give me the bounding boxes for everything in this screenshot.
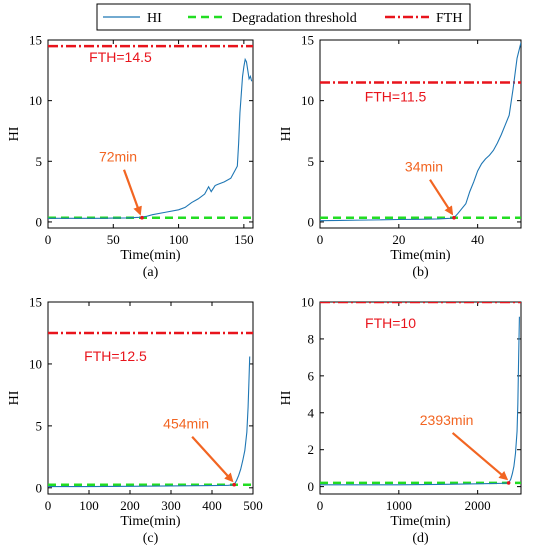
plot-area	[320, 42, 521, 222]
x-tick-label: 0	[45, 498, 52, 513]
fth-label: FTH=10	[365, 315, 416, 331]
x-tick-label: 300	[161, 498, 181, 513]
panel-c: 0 100 200 300 400 500 0 5 10 15 Time(min) HI (c) FTH=…	[7, 295, 263, 547]
axes-box	[47, 39, 254, 229]
x-tick-label: 50	[107, 232, 120, 247]
y-tick-label: 8	[308, 331, 315, 346]
onset-label: 34min	[405, 159, 443, 175]
y-tick-label: 15	[29, 295, 42, 310]
plot-area	[48, 44, 253, 219]
x-tick-label: 100	[79, 498, 99, 513]
onset-label: 72min	[99, 149, 137, 165]
legend-label-hi: HI	[147, 11, 162, 26]
x-tick-label: 40	[471, 232, 484, 247]
x-tick-label: 0	[45, 232, 52, 247]
legend-label-threshold: Degradation threshold	[232, 11, 357, 26]
plot-area	[48, 331, 253, 488]
panel-b: 0 20 40 0 5 10 15 Time(min) HI (b) FTH=11.5 34min	[279, 33, 522, 280]
y-tick-label: 2	[308, 442, 315, 457]
hi-series-line	[48, 57, 253, 219]
panel-d: 0 1000 2000 0 2 4 6 8 10 Time(min) HI (d) FTH=10 2393…	[279, 295, 522, 546]
fth-label: FTH=11.5	[365, 88, 427, 104]
y-tick-label: 10	[29, 93, 42, 108]
hi-series-line	[48, 356, 251, 488]
hi-series-line	[320, 316, 520, 486]
onset-marker	[232, 482, 236, 487]
x-axis-label: Time(min)	[120, 248, 180, 263]
onset-marker	[140, 215, 144, 220]
x-tick-label: 20	[392, 232, 405, 247]
x-tick-label: 2000	[465, 498, 491, 513]
x-axis-label: Time(min)	[390, 248, 450, 263]
x-tick-label: 150	[234, 232, 254, 247]
panel-sublabel: (a)	[143, 265, 159, 280]
onset-arrow	[451, 432, 509, 481]
y-tick-label: 0	[36, 214, 43, 229]
x-tick-label: 0	[317, 232, 324, 247]
hi-series-line	[320, 42, 521, 222]
y-tick-label: 0	[36, 480, 43, 495]
y-axis-label: HI	[279, 126, 294, 141]
onset-marker	[452, 215, 456, 220]
panel-a: 0 50 100 150 0 5 10 15 Time(min) HI (a) FTH=14.5 72m…	[7, 33, 254, 281]
onset-label: 454min	[163, 416, 209, 432]
y-tick-label: 10	[29, 356, 42, 371]
y-tick-label: 6	[308, 368, 315, 383]
y-tick-label: 5	[36, 154, 43, 169]
onset-marker	[506, 481, 511, 485]
onset-arrow	[191, 435, 234, 483]
x-tick-label: 400	[202, 498, 222, 513]
y-tick-label: 0	[308, 214, 315, 229]
y-tick-label: 10	[301, 295, 314, 310]
y-axis-label: HI	[7, 390, 22, 405]
onset-label: 2393min	[420, 412, 474, 428]
y-tick-label: 15	[301, 33, 314, 48]
y-tick-label: 0	[308, 479, 315, 494]
y-tick-label: 15	[29, 33, 42, 48]
x-axis-label: Time(min)	[390, 514, 450, 529]
axes-box	[319, 39, 522, 229]
panel-sublabel: (c)	[143, 531, 159, 546]
panel-sublabel: (d)	[412, 531, 429, 546]
x-tick-label: 200	[120, 498, 140, 513]
onset-arrow	[122, 169, 142, 216]
y-tick-label: 5	[36, 418, 43, 433]
y-axis-label: HI	[7, 126, 22, 141]
onset-arrow	[429, 179, 454, 216]
legend-label-fth: FTH	[436, 11, 462, 26]
x-axis-label: Time(min)	[120, 514, 180, 529]
fth-label: FTH=12.5	[84, 348, 147, 364]
legend: HI Degradation threshold FTH	[96, 3, 471, 31]
x-tick-label: 1000	[386, 498, 412, 513]
x-tick-label: 100	[169, 232, 189, 247]
x-tick-label: 0	[317, 498, 324, 513]
y-tick-label: 5	[308, 154, 315, 169]
axes-box	[47, 301, 254, 495]
y-tick-label: 10	[301, 93, 314, 108]
y-tick-label: 4	[308, 405, 315, 420]
y-axis-label: HI	[279, 390, 294, 405]
panel-sublabel: (b)	[412, 265, 429, 280]
fth-label: FTH=14.5	[89, 49, 152, 65]
x-tick-label: 500	[243, 498, 263, 513]
plot-area	[320, 302, 521, 486]
